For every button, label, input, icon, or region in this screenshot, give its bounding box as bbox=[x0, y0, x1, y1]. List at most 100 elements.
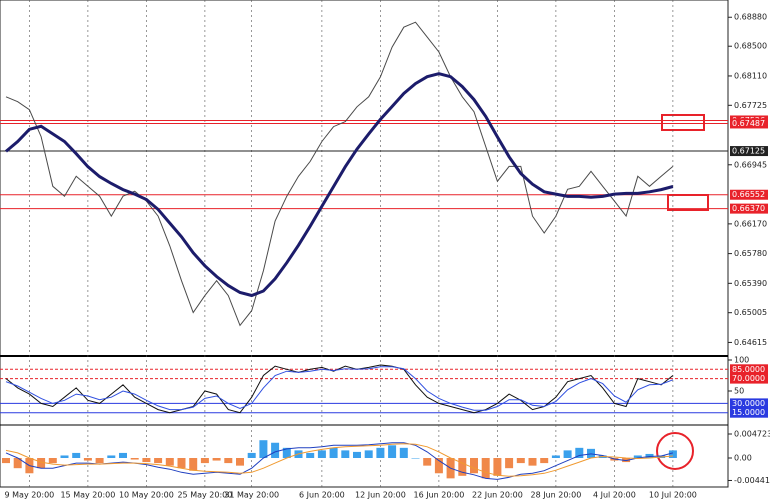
series-line bbox=[5, 442, 674, 480]
level-label-box bbox=[730, 203, 768, 214]
y-tick-label: 0.65390 bbox=[734, 279, 767, 288]
histogram-bar bbox=[72, 452, 81, 459]
histogram-bar bbox=[95, 458, 104, 464]
histogram-bar bbox=[329, 447, 338, 459]
histogram-bar bbox=[317, 450, 326, 459]
histogram-bar bbox=[142, 458, 151, 463]
histogram-bar bbox=[154, 458, 163, 464]
y-tick-label: 0.004723 bbox=[734, 429, 770, 438]
y-tick-label: 0.68500 bbox=[734, 42, 767, 51]
level-label: 15.0000 bbox=[732, 408, 765, 417]
histogram-bar bbox=[236, 458, 244, 466]
histogram-bar bbox=[411, 458, 420, 459]
histogram-bar bbox=[247, 452, 256, 459]
histogram-bar bbox=[107, 455, 116, 459]
series-line bbox=[5, 366, 674, 411]
y-tick-label: 0.66945 bbox=[734, 160, 767, 169]
highlight-box bbox=[661, 114, 705, 131]
level-label: 85.0000 bbox=[732, 365, 765, 374]
histogram-bar bbox=[353, 451, 361, 459]
histogram-bar bbox=[189, 458, 198, 471]
x-tick-label: 16 Jun 20:00 bbox=[413, 491, 464, 500]
histogram-bar bbox=[364, 450, 373, 459]
histogram-bar bbox=[37, 458, 46, 469]
x-tick-label: 12 Jun 20:00 bbox=[355, 491, 406, 500]
histogram-bar bbox=[212, 458, 221, 461]
histogram-bar bbox=[130, 458, 139, 460]
histogram-bar bbox=[306, 452, 315, 459]
histogram-bar bbox=[470, 458, 478, 474]
level-label-box bbox=[730, 398, 768, 409]
y-tick-label: 0.68880 bbox=[734, 13, 767, 22]
highlight-circle bbox=[656, 432, 694, 470]
y-tick-label: 0.64615 bbox=[734, 338, 767, 347]
level-label: 0.67487 bbox=[732, 119, 765, 128]
y-tick-label: 100 bbox=[734, 356, 749, 365]
level-label: 30.0000 bbox=[732, 399, 765, 408]
histogram-bar bbox=[668, 450, 677, 459]
level-label: 0.66370 bbox=[732, 204, 765, 213]
x-tick-label: 25 May 20:00 bbox=[177, 491, 232, 500]
plot-frame bbox=[0, 0, 729, 488]
histogram-bar bbox=[259, 440, 268, 459]
histogram-bar bbox=[60, 455, 69, 459]
y-tick-label: -0.004415 bbox=[734, 476, 770, 485]
histogram-bar bbox=[2, 458, 10, 464]
x-tick-label: 4 Jul 20:00 bbox=[593, 491, 636, 500]
histogram-bar bbox=[48, 458, 57, 464]
series-line bbox=[5, 443, 673, 477]
x-tick-label: 22 Jun 20:00 bbox=[472, 491, 523, 500]
histogram-bar bbox=[282, 447, 291, 459]
x-tick-label: 15 May 20:00 bbox=[60, 491, 115, 500]
histogram-bar bbox=[622, 458, 631, 463]
histogram-bar bbox=[271, 442, 280, 459]
y-tick-label: 0.67725 bbox=[734, 101, 767, 110]
histogram-bar bbox=[83, 458, 92, 461]
histogram-bar bbox=[528, 458, 537, 466]
x-tick-label: 10 May 20:00 bbox=[119, 491, 174, 500]
x-tick-label: 28 Jun 20:00 bbox=[530, 491, 581, 500]
histogram-bar bbox=[563, 450, 572, 459]
histogram-bar bbox=[458, 458, 467, 476]
level-label-box bbox=[730, 118, 768, 129]
histogram-bar bbox=[540, 458, 549, 464]
level-label-box bbox=[730, 364, 768, 375]
y-tick-label: 0.68110 bbox=[734, 71, 767, 80]
histogram-bar bbox=[119, 452, 127, 459]
level-label: 70.0000 bbox=[732, 374, 765, 383]
histogram-bar bbox=[200, 458, 209, 464]
histogram-bar bbox=[13, 458, 22, 469]
y-tick-label: 0.65780 bbox=[734, 249, 767, 258]
series-line bbox=[5, 21, 674, 327]
histogram-bar bbox=[645, 453, 654, 459]
histogram-bar bbox=[376, 447, 385, 459]
y-tick-label: 50 bbox=[734, 387, 744, 396]
histogram-bar bbox=[224, 458, 233, 464]
histogram-bar bbox=[165, 458, 174, 466]
histogram-bar bbox=[177, 458, 186, 469]
histogram-bar bbox=[505, 458, 514, 469]
histogram-bar bbox=[423, 458, 432, 466]
y-tick-label: 0.65005 bbox=[734, 308, 767, 317]
level-label-box bbox=[730, 146, 768, 157]
histogram-bar bbox=[633, 455, 642, 459]
histogram-bar bbox=[388, 445, 397, 459]
x-tick-label: 10 Jul 20:00 bbox=[649, 491, 697, 500]
histogram-bar bbox=[493, 458, 502, 476]
y-tick-label: 0.00 bbox=[734, 454, 752, 463]
histogram-bar bbox=[516, 458, 525, 464]
histogram-bar bbox=[341, 450, 350, 459]
histogram-bar bbox=[551, 455, 560, 459]
x-tick-label: 6 Jun 20:00 bbox=[299, 491, 345, 500]
histogram-bar bbox=[481, 458, 490, 479]
x-tick-label: 31 May 20:00 bbox=[224, 491, 279, 500]
level-label: 0.66552 bbox=[732, 190, 765, 199]
level-label-box bbox=[730, 189, 768, 200]
level-label-box bbox=[730, 407, 768, 418]
x-tick-label: 9 May 20:00 bbox=[5, 491, 55, 500]
histogram-bar bbox=[399, 447, 408, 459]
histogram-bar bbox=[434, 458, 443, 474]
series-line bbox=[5, 72, 674, 298]
